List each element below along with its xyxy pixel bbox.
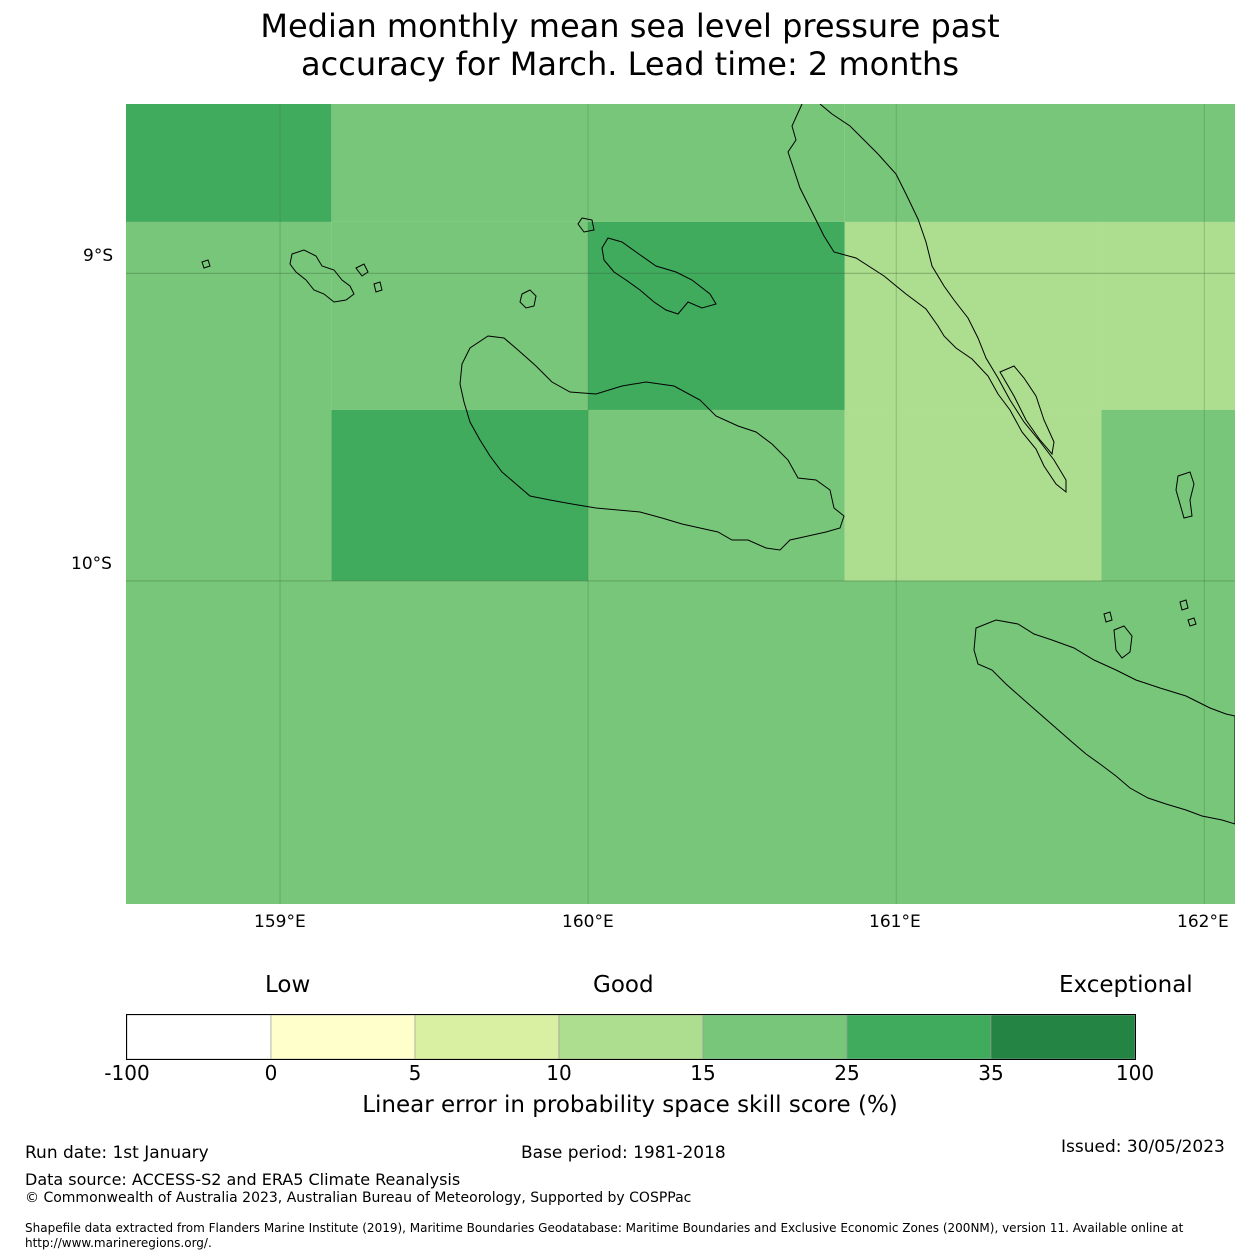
coastline-russell-islands [289,249,355,303]
skill-cell-4 [1101,104,1235,222]
skill-cell-13 [844,409,1102,581]
category-good: Good [593,972,654,998]
x-tick-162: 162°E [1177,912,1229,932]
y-tick-10s: 10°S [71,554,112,574]
skill-cell-0 [126,104,332,222]
colorbar [126,1014,1136,1060]
skill-cell-2 [588,104,845,222]
colorbar-tick-7: 100 [1115,1061,1155,1085]
coastline-ulawa [1113,625,1133,659]
coastline-florida-islands [601,237,717,315]
coastline-guadalcanal [459,335,845,551]
coastline-small-isle-a [577,217,595,233]
colorbar-tick-3: 10 [546,1061,572,1085]
run-date: Run date: 1st January [25,1143,209,1163]
coastline-makira [973,619,1235,825]
skill-cell-6 [331,221,589,410]
y-tick-9s: 9°S [83,246,114,266]
shapefile-credit-line-1: Shapefile data extracted from Flanders M… [25,1221,1184,1235]
issued-date: Issued: 30/05/2023 [1061,1137,1225,1157]
coastline-savo [519,289,537,309]
skill-cell-11 [331,409,589,581]
skill-cell-9 [1101,221,1235,410]
coastline-small-right-a [1175,471,1195,519]
category-exceptional: Exceptional [1059,972,1193,998]
skill-cell-3 [844,104,1102,222]
gridlines [126,104,1235,904]
data-source: Data source: ACCESS-S2 and ERA5 Climate … [25,1170,461,1189]
x-tick-160: 160°E [562,912,614,932]
skill-cell-8 [844,221,1102,410]
copyright: © Commonwealth of Australia 2023, Austra… [25,1190,692,1206]
colorbar-tick-6: 35 [978,1061,1004,1085]
x-tick-159: 159°E [254,912,306,932]
colorbar-label: Linear error in probability space skill … [362,1092,898,1118]
colorbar-segment-3 [558,1014,704,1060]
skill-cells [126,104,1235,904]
colorbar-tick-2: 5 [408,1061,422,1085]
colorbar-tick-4: 15 [690,1061,716,1085]
skill-cell-7 [588,221,845,410]
base-period: Base period: 1981-2018 [521,1143,726,1163]
x-tick-161: 161°E [869,912,921,932]
coastlines [201,104,1235,825]
skill-map [126,104,1235,904]
skill-cell-15 [126,580,1235,904]
coastline-small-isle-b [201,259,211,269]
skill-cell-12 [588,409,845,581]
skill-cell-14 [1101,409,1235,581]
colorbar-tick-0: -100 [104,1061,150,1085]
skill-cell-5 [126,221,332,410]
colorbar-tick-1: 0 [264,1061,278,1085]
coastline-small-right-b [1103,599,1197,627]
colorbar-segment-1 [270,1014,416,1060]
skill-cell-1 [331,104,589,222]
skill-cell-10 [126,409,332,581]
colorbar-tick-5: 25 [834,1061,860,1085]
colorbar-segment-5 [846,1014,992,1060]
coastline-russell-islets [355,263,383,293]
chart-title-line-1: Median monthly mean sea level pressure p… [260,7,1000,45]
colorbar-segment-2 [414,1014,560,1060]
colorbar-frame [126,1014,1136,1060]
chart-title-line-2: accuracy for March. Lead time: 2 months [301,45,959,83]
colorbar-segment-0 [126,1014,272,1060]
colorbar-segment-4 [702,1014,848,1060]
coastline-santa-isabel [787,104,1067,494]
coastline-san-jorge [999,365,1055,456]
shapefile-credit-line-2: http://www.marineregions.org/. [25,1236,212,1250]
category-low: Low [265,972,311,998]
colorbar-segment-6 [990,1014,1136,1060]
